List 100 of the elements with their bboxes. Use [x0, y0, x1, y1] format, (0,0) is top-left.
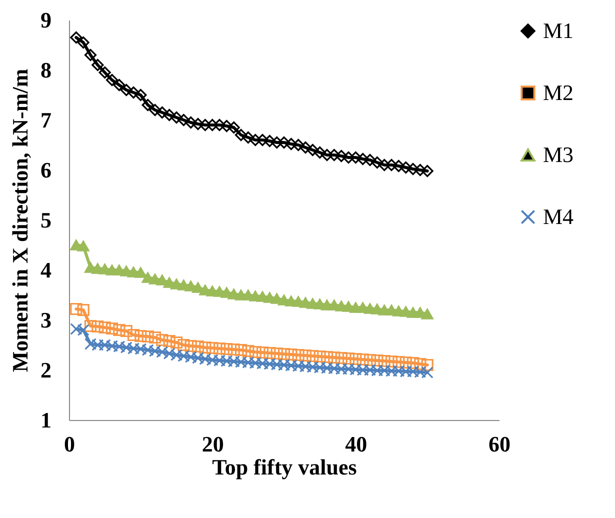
point	[342, 352, 355, 365]
point	[256, 346, 269, 359]
point	[356, 152, 369, 166]
point	[228, 343, 240, 356]
point	[350, 151, 362, 164]
point	[199, 352, 212, 366]
point	[120, 324, 132, 338]
point	[406, 365, 420, 378]
point	[234, 344, 248, 356]
point	[421, 358, 434, 372]
point	[184, 350, 197, 364]
point	[156, 346, 168, 358]
point	[335, 150, 348, 162]
point	[134, 330, 147, 342]
point	[400, 356, 412, 369]
point	[127, 86, 140, 99]
point	[335, 362, 348, 376]
point	[170, 336, 183, 349]
point	[320, 148, 334, 162]
point	[364, 154, 376, 166]
point	[92, 58, 104, 72]
point	[163, 334, 176, 348]
point	[199, 341, 212, 354]
point	[213, 354, 226, 367]
y-tick-label: 5	[40, 208, 52, 232]
point	[113, 78, 126, 92]
point	[120, 341, 132, 354]
point	[342, 151, 355, 164]
point	[249, 346, 262, 358]
point	[378, 158, 390, 172]
point	[328, 362, 340, 375]
point	[285, 359, 298, 372]
y-tick-label: 3	[40, 308, 52, 332]
point	[256, 357, 269, 370]
point	[314, 361, 326, 374]
point	[371, 364, 384, 377]
legend-label: M4	[543, 204, 574, 229]
point	[106, 74, 118, 86]
point	[142, 344, 154, 356]
legend-label: M1	[543, 18, 574, 43]
point	[406, 162, 420, 176]
point	[106, 322, 118, 335]
y-tick-label: 7	[40, 108, 52, 132]
point	[314, 350, 326, 363]
point	[328, 148, 340, 162]
point	[249, 134, 262, 146]
point	[84, 338, 97, 350]
point	[134, 88, 147, 102]
y-tick-label: 8	[40, 58, 52, 82]
point	[77, 324, 90, 336]
point	[77, 240, 90, 252]
y-tick-label: 6	[40, 158, 52, 182]
point	[421, 308, 434, 320]
point	[421, 366, 434, 379]
point	[299, 141, 312, 154]
point	[220, 342, 233, 356]
point	[70, 302, 82, 316]
point	[84, 48, 97, 62]
point	[249, 356, 262, 370]
point	[234, 356, 248, 368]
point	[414, 164, 426, 176]
point	[299, 349, 312, 362]
point	[220, 120, 233, 132]
point	[400, 365, 412, 378]
point	[98, 321, 111, 334]
point	[256, 134, 269, 146]
point	[270, 136, 283, 149]
point	[414, 358, 426, 370]
point	[392, 364, 405, 378]
point	[292, 360, 304, 372]
point	[285, 138, 298, 150]
point	[184, 340, 197, 352]
point	[163, 347, 176, 360]
point	[350, 352, 362, 366]
legend-label: M2	[543, 80, 574, 105]
point	[378, 354, 390, 368]
point	[234, 128, 248, 142]
x-tick-label: 60	[488, 432, 510, 456]
point	[385, 158, 398, 172]
point	[270, 347, 283, 360]
point	[84, 320, 97, 332]
point	[156, 334, 168, 346]
point	[371, 156, 384, 169]
point	[264, 358, 276, 370]
point	[98, 338, 111, 352]
point	[148, 344, 162, 358]
point	[192, 352, 204, 364]
point	[192, 340, 204, 353]
point	[120, 84, 132, 96]
point	[299, 360, 312, 373]
point	[385, 364, 398, 378]
point	[406, 356, 420, 370]
point	[270, 358, 283, 371]
point	[342, 362, 355, 376]
point	[228, 121, 240, 134]
point	[421, 164, 434, 178]
point	[163, 108, 176, 122]
point	[292, 348, 304, 362]
point	[92, 320, 104, 333]
point	[206, 342, 218, 354]
